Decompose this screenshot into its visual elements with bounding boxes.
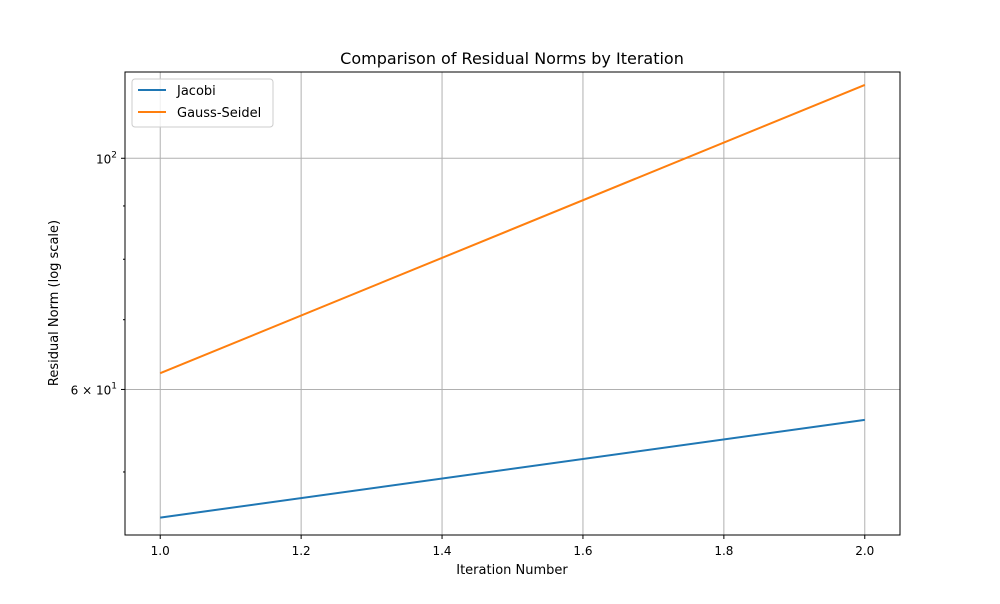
legend-box xyxy=(131,78,274,128)
y-tick-label: 6 × 101 xyxy=(71,381,117,397)
y-axis-ticks: 102 6 × 101 xyxy=(71,150,125,473)
legend-label-jacobi: Jacobi xyxy=(176,84,216,99)
series-line-jacobi xyxy=(160,418,865,519)
x-axis-label: Iteration Number xyxy=(456,563,568,578)
grid xyxy=(125,72,900,535)
series-lines xyxy=(159,83,866,519)
x-tick-label: 2.0 xyxy=(855,544,874,558)
series-line-gauss-seidel xyxy=(159,83,866,375)
legend: Jacobi Gauss-Seidel xyxy=(131,78,274,128)
y-tick-label: 102 xyxy=(96,150,117,166)
x-tick-label: 1.4 xyxy=(432,544,451,558)
x-tick-label: 1.2 xyxy=(292,544,311,558)
legend-label-gauss-seidel: Gauss-Seidel xyxy=(177,106,261,121)
x-tick-label: 1.8 xyxy=(714,544,733,558)
y-axis-label: Residual Norm (log scale) xyxy=(47,220,62,386)
x-tick-label: 1.0 xyxy=(151,544,170,558)
x-axis-ticks: 1.0 1.2 1.4 1.6 1.8 2.0 xyxy=(151,535,874,558)
plot-area-frame xyxy=(124,71,901,536)
chart-title: Comparison of Residual Norms by Iteratio… xyxy=(340,49,684,68)
x-tick-label: 1.6 xyxy=(573,544,592,558)
